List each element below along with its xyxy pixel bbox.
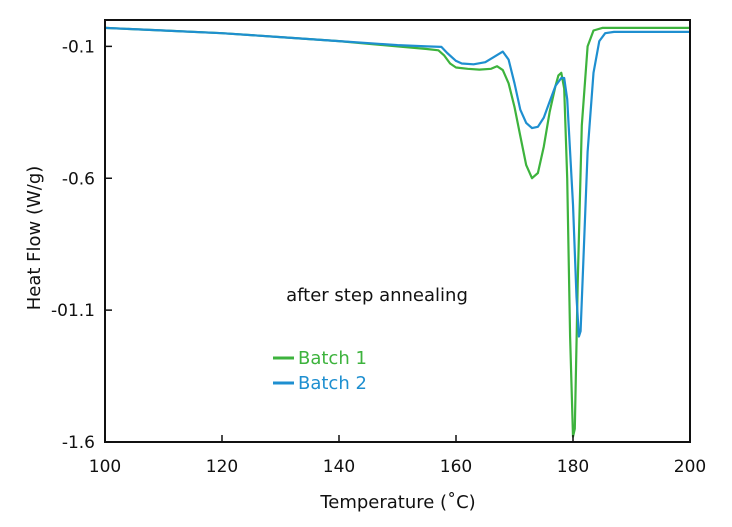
y-axis-title: Heat Flow (W/g) <box>24 166 45 311</box>
x-tick-label: 120 <box>206 457 238 477</box>
x-tick-label: 160 <box>440 457 472 477</box>
x-axis-title: Temperature (˚C) <box>319 492 475 513</box>
legend-label-batch-2: Batch 2 <box>298 373 367 394</box>
series-line-batch-1 <box>104 26 690 438</box>
y-tick-label: -01.1 <box>51 301 95 321</box>
legend-label-batch-1: Batch 1 <box>298 348 367 369</box>
x-axis-ticks: 100 120 140 160 180 200 <box>89 435 706 477</box>
y-tick-label: -0.1 <box>62 37 95 57</box>
y-axis-ticks: -0.1 -0.6 -01.1 -1.6 <box>51 37 112 453</box>
x-tick-label: 180 <box>557 457 589 477</box>
annotation-label: after step annealing <box>286 285 468 306</box>
x-tick-label: 140 <box>323 457 355 477</box>
x-tick-label: 100 <box>89 457 121 477</box>
series-layer <box>104 26 690 438</box>
plot-area-frame <box>104 19 691 443</box>
x-tick-label: 200 <box>674 457 706 477</box>
y-tick-label: -1.6 <box>62 433 95 453</box>
y-tick-label: -0.6 <box>62 169 95 189</box>
series-line-batch-2 <box>104 26 690 338</box>
legend: Batch 1 Batch 2 <box>273 348 367 394</box>
